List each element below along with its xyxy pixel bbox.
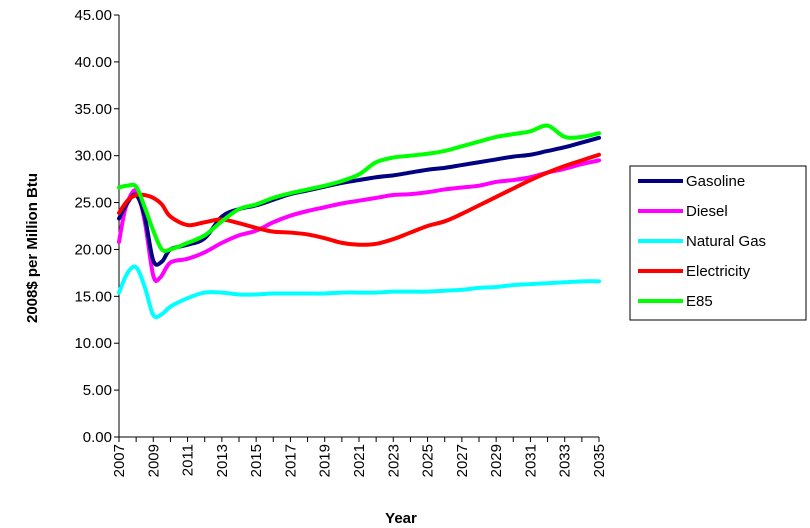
y-axis-ticks: 0.00 5.00 10.00 15.00 20.00 25.00 30.00 35.00 40… — [74, 7, 119, 446]
legend-label-natural-gas: Natural Gas — [686, 233, 766, 250]
series-line-diesel — [117, 158, 601, 283]
x-tick-label: 2019 — [317, 444, 334, 477]
legend-label-electricity: Electricity — [686, 263, 751, 280]
legend: Gasoline Diesel Natural Gas Electricity E85 — [629, 165, 807, 321]
y-tick-label: 0.00 — [83, 429, 112, 446]
legend-label-gasoline: Gasoline — [686, 173, 745, 190]
series-line-electricity — [117, 152, 601, 247]
x-tick-label: 2033 — [557, 444, 574, 477]
x-tick-label: 2031 — [522, 444, 539, 477]
x-axis-ticks: 2007 2009 2011 2013 2015 2017 2019 2021 2023 2025… — [111, 437, 608, 477]
x-tick-label: 2017 — [282, 444, 299, 477]
y-tick-label: 10.00 — [74, 335, 112, 352]
y-tick-label: 45.00 — [74, 7, 112, 24]
x-axis-title: Year — [385, 510, 417, 527]
x-tick-label: 2013 — [214, 444, 231, 477]
x-tick-label: 2021 — [351, 444, 368, 477]
x-tick-label: 2009 — [145, 444, 162, 477]
y-tick-label: 15.00 — [74, 288, 112, 305]
y-tick-label: 35.00 — [74, 101, 112, 118]
y-tick-label: 40.00 — [74, 54, 112, 71]
series-line-e85 — [117, 123, 601, 254]
x-tick-label: 2007 — [111, 444, 128, 477]
x-tick-label: 2029 — [488, 444, 505, 477]
x-tick-label: 2023 — [385, 444, 402, 477]
legend-label-e85: E85 — [686, 293, 713, 310]
y-axis-title: 2008$ per Million Btu — [24, 173, 41, 323]
y-tick-label: 20.00 — [74, 241, 112, 258]
x-tick-label: 2011 — [180, 444, 197, 476]
series-lines — [117, 123, 601, 320]
y-tick-label: 30.00 — [74, 148, 112, 165]
x-tick-label: 2027 — [454, 444, 471, 477]
series-line-natural-gas — [117, 264, 601, 320]
x-tick-label: 2025 — [420, 444, 437, 477]
legend-label-diesel: Diesel — [686, 203, 728, 220]
y-tick-label: 5.00 — [83, 382, 112, 399]
x-tick-label: 2015 — [248, 444, 265, 477]
x-tick-label: 2035 — [591, 444, 608, 477]
y-tick-label: 25.00 — [74, 195, 112, 212]
